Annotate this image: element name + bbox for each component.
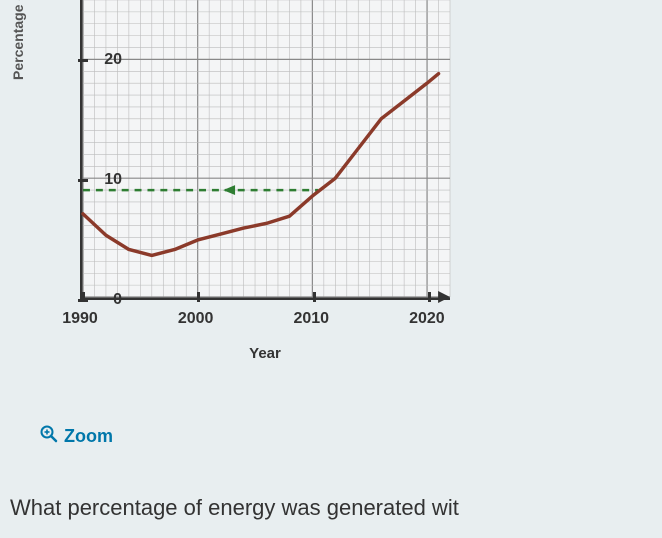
y-tick-label: 0 <box>113 291 122 309</box>
zoom-icon <box>40 425 58 448</box>
plot-area <box>80 0 450 300</box>
x-tick-label: 2020 <box>409 310 445 328</box>
question-text: What percentage of energy was generated … <box>10 495 459 521</box>
zoom-label: Zoom <box>64 426 113 447</box>
x-axis-label: Year <box>80 345 450 362</box>
energy-chart: Percentage of energy generated without f… <box>0 0 500 410</box>
x-tick-label: 2000 <box>178 310 214 328</box>
chart-svg <box>83 0 450 297</box>
y-axis-label: Percentage of energy generated without f… <box>10 0 26 80</box>
x-tick-label: 2010 <box>293 310 329 328</box>
x-tick-label: 1990 <box>62 310 98 328</box>
y-tick-label: 20 <box>104 51 122 69</box>
y-tick-label: 10 <box>104 171 122 189</box>
zoom-button[interactable]: Zoom <box>40 425 113 448</box>
